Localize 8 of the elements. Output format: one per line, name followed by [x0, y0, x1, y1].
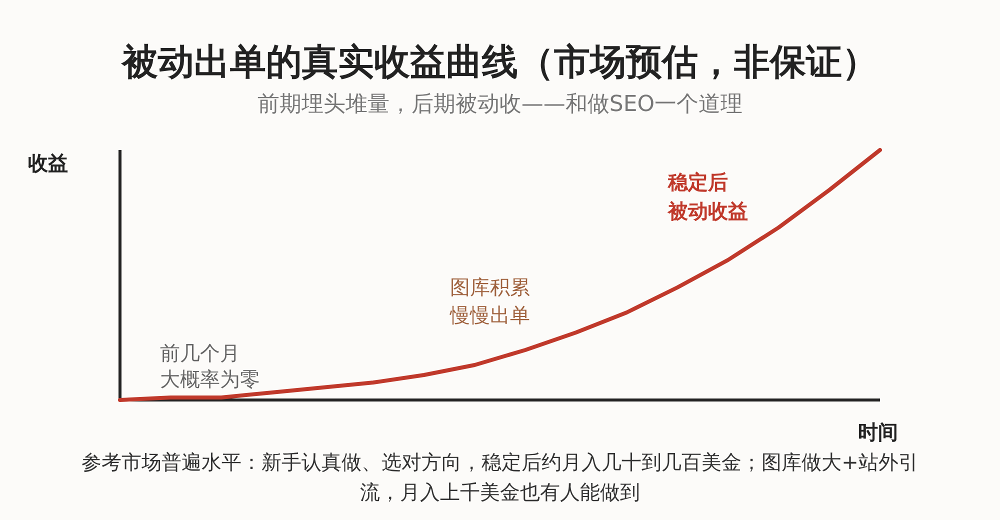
annotation: 前几个月大概率为零: [160, 340, 260, 392]
subtitle: 前期埋头堆量，后期被动收——和做SEO一个道理: [256, 91, 744, 119]
xlabel: 时间: [858, 419, 898, 445]
annotation: 图库积累慢慢出单: [450, 274, 530, 329]
title: 被动出单的真实收益曲线（市场预估，非保证）: [120, 41, 879, 85]
annotation: 稳定后被动收益: [668, 169, 748, 225]
ylabel: 收益: [28, 150, 68, 176]
annotation: 参考市场普遍水平：新手认真做、选对方向，稳定后约月入几十到几百美金；图库做大+站外引流，月入上千美金也有人能做到: [80, 449, 920, 506]
